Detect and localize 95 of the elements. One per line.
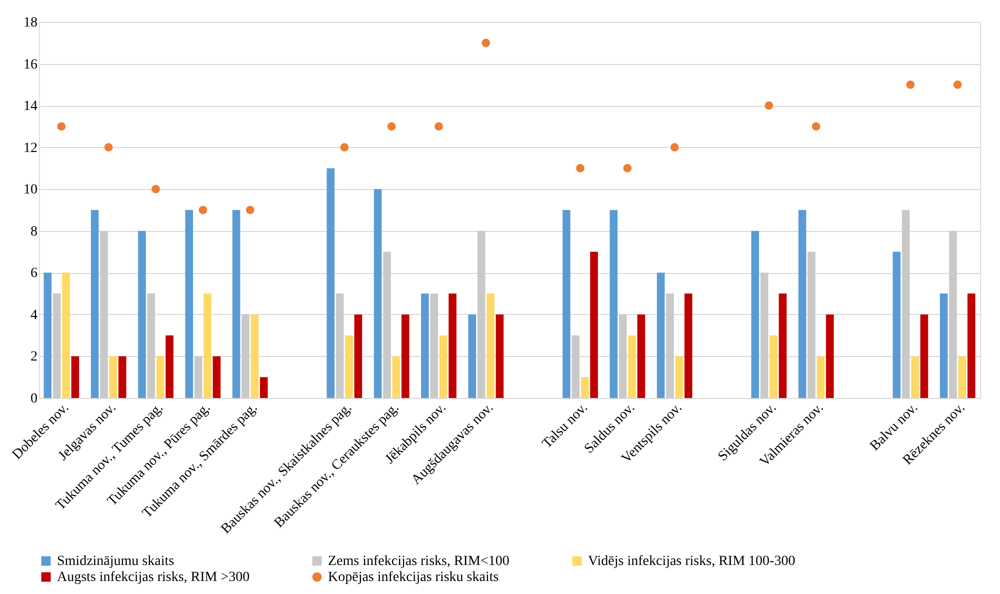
point — [434, 122, 443, 131]
bar — [778, 294, 787, 398]
point — [340, 143, 349, 152]
bar — [967, 294, 976, 398]
bar — [628, 335, 636, 398]
bar — [675, 356, 684, 398]
bar — [345, 335, 353, 398]
bar — [212, 356, 221, 398]
point — [764, 101, 774, 110]
bar — [562, 210, 570, 398]
bar — [71, 356, 80, 398]
bar — [204, 294, 212, 398]
bar — [232, 210, 240, 398]
bar — [401, 314, 410, 398]
bar — [109, 356, 118, 398]
bar — [684, 294, 692, 398]
y-tick-label: 8 — [30, 224, 38, 240]
y-tick-label: 4 — [30, 308, 38, 323]
point — [57, 122, 66, 131]
bar — [940, 294, 948, 398]
bar — [62, 272, 70, 398]
bar — [336, 294, 344, 398]
y-tick-label: 2 — [30, 350, 38, 365]
bar — [147, 294, 156, 398]
point — [246, 206, 254, 214]
bar — [610, 210, 618, 398]
legend-label: Vidējs infekcijas risks, RIM 100-300 — [588, 554, 796, 569]
bar — [392, 356, 400, 398]
point — [387, 122, 396, 131]
point — [198, 206, 208, 214]
legend-label: Augsts infekcijas risks, RIM >300 — [57, 570, 250, 585]
bar — [439, 335, 448, 398]
bar — [52, 294, 61, 398]
bar — [798, 210, 806, 398]
bar — [902, 210, 910, 398]
y-tick-label: 12 — [24, 140, 38, 156]
bar — [751, 230, 760, 398]
bar — [421, 294, 429, 398]
legend-label: Smidzinājumu skaits — [57, 554, 174, 569]
bar — [892, 252, 901, 398]
bar — [44, 272, 52, 398]
bar — [580, 377, 589, 398]
point — [623, 164, 632, 172]
point — [152, 184, 160, 194]
bar — [166, 335, 174, 398]
bar — [816, 356, 825, 398]
bar — [194, 356, 202, 398]
bar — [666, 294, 674, 398]
bar — [920, 314, 928, 398]
y-tick-label: 16 — [24, 57, 38, 72]
bar — [477, 230, 486, 398]
bar — [430, 294, 438, 398]
bar — [760, 272, 768, 398]
bar — [448, 294, 456, 398]
y-tick-label: 0 — [30, 392, 38, 406]
bar — [958, 356, 966, 398]
bar — [260, 377, 268, 398]
bar — [185, 210, 194, 398]
bar — [100, 230, 108, 398]
y-tick-label: 14 — [24, 99, 38, 114]
bar — [486, 294, 494, 398]
point — [482, 38, 490, 48]
bar — [637, 314, 646, 398]
bar — [911, 356, 919, 398]
bar — [118, 356, 126, 398]
bar — [156, 356, 164, 398]
bar — [572, 335, 580, 398]
point — [812, 122, 820, 131]
bar — [826, 314, 834, 398]
bar — [383, 252, 391, 398]
y-tick-label: 10 — [24, 182, 38, 198]
bar — [374, 189, 382, 398]
bar — [242, 314, 250, 398]
legend-label: Zems infekcijas risks, RIM<100 — [328, 554, 510, 569]
y-tick-label: 18 — [24, 16, 38, 30]
bar — [90, 210, 99, 398]
y-tick-label: 6 — [30, 266, 38, 282]
point — [953, 80, 962, 89]
bar — [770, 335, 778, 398]
bar — [618, 314, 627, 398]
bar — [590, 252, 598, 398]
bar — [138, 230, 146, 398]
bar — [326, 168, 335, 398]
legend-label: Kopējas infekcijas risku skaits — [328, 570, 499, 585]
bar — [808, 252, 816, 398]
bar — [250, 314, 259, 398]
point — [104, 143, 113, 152]
bar — [468, 314, 476, 398]
bar — [949, 230, 957, 398]
bar — [496, 314, 504, 398]
point — [670, 143, 679, 152]
point — [906, 80, 915, 89]
bar — [354, 314, 362, 398]
bar — [656, 272, 665, 398]
point — [576, 164, 584, 172]
